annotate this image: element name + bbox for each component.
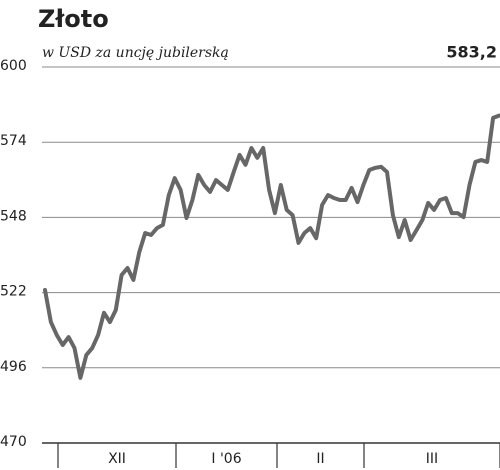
last-value-label: 583,2: [446, 43, 497, 62]
y-tick-label: 548: [0, 208, 27, 224]
price-line: [43, 113, 500, 380]
y-tick-label: 600: [0, 58, 27, 74]
y-tick-label: 574: [0, 133, 27, 149]
subtitle: w USD za uncję jubilerską: [42, 45, 229, 61]
y-tick-label: 522: [0, 284, 27, 300]
x-tick-label: I '06: [211, 451, 241, 467]
y-tick-label: 470: [0, 434, 27, 450]
x-tick-label: III: [426, 451, 438, 467]
chart-title: Złoto: [38, 5, 109, 33]
x-tick-label: XII: [108, 451, 126, 467]
y-tick-label: 496: [0, 359, 27, 375]
x-tick-label: II: [316, 451, 324, 467]
